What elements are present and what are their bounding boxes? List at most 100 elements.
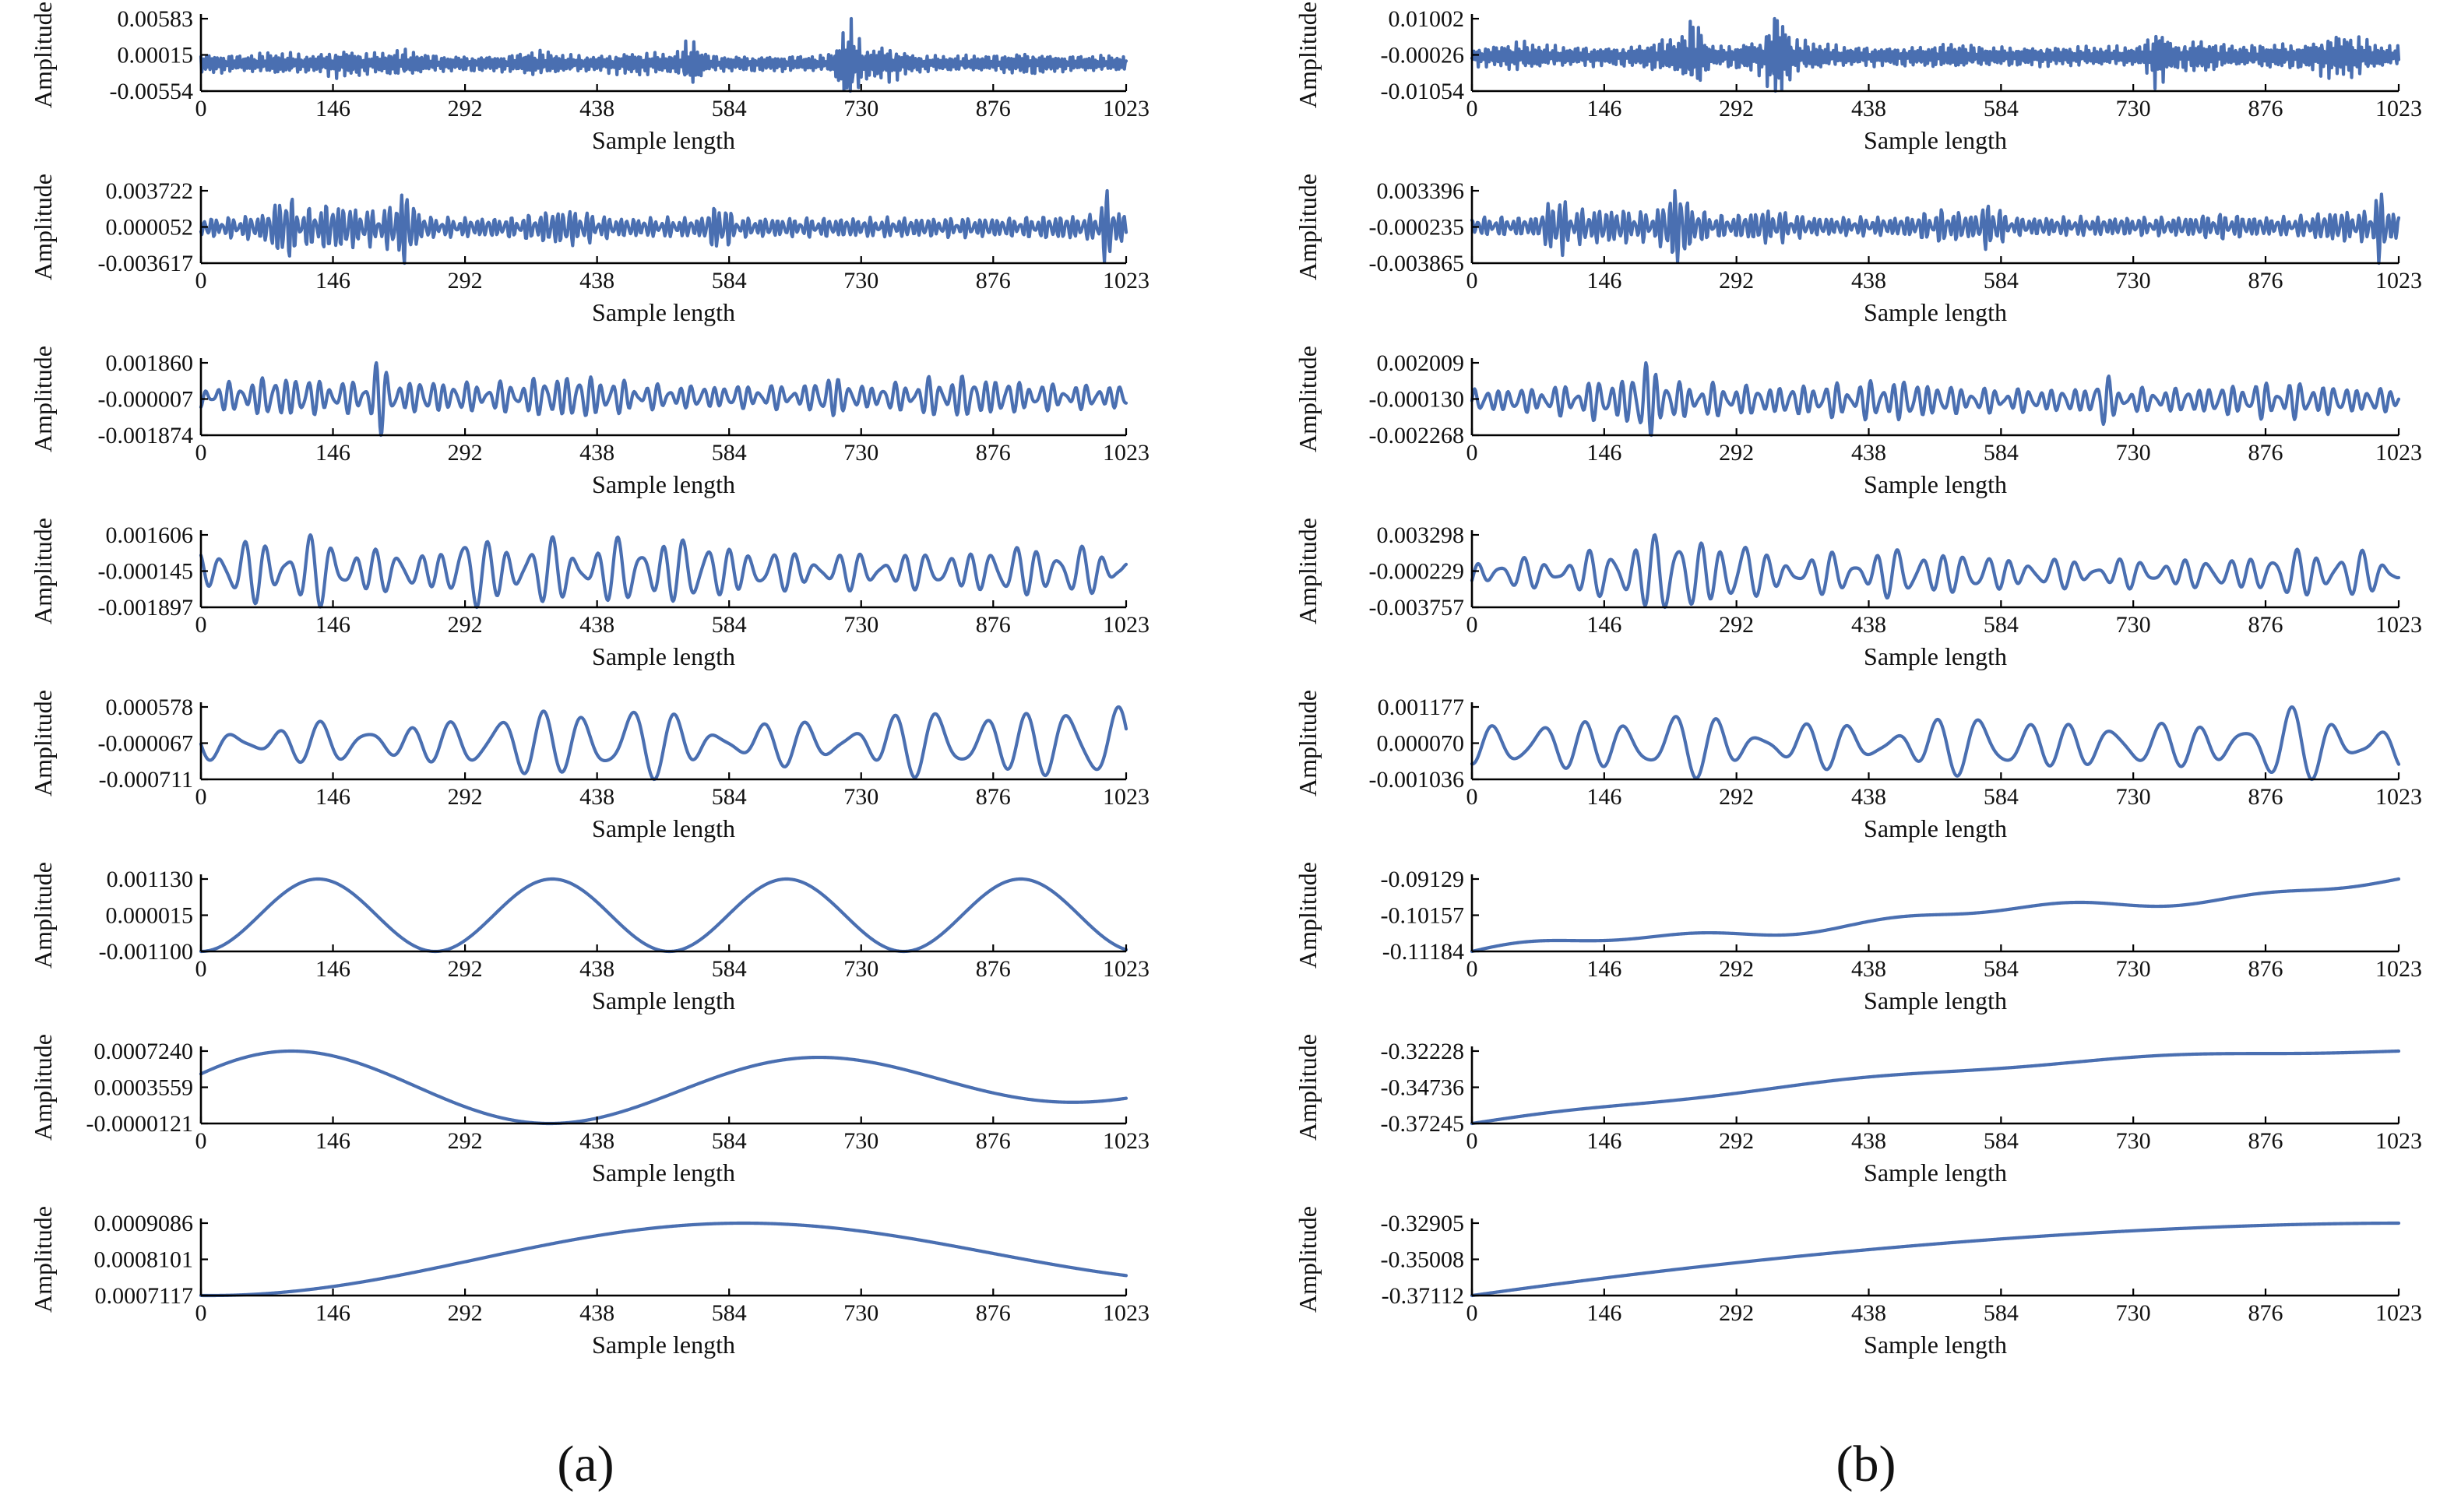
y-tick-label: 0.003722	[106, 178, 194, 204]
x-tick-label: 730	[2116, 268, 2151, 294]
y-tick-label: -0.000067	[98, 731, 194, 757]
x-tick-label: 146	[1586, 612, 1621, 638]
x-tick-label: 876	[976, 1128, 1011, 1154]
y-axis-title: Amplitude	[1294, 1206, 1322, 1313]
y-tick-label: -0.003757	[1369, 595, 1465, 621]
y-axis-title: Amplitude	[1294, 690, 1322, 796]
x-tick-label: 292	[1719, 96, 1754, 121]
y-tick-label: -0.34736	[1381, 1075, 1465, 1101]
x-tick-label: 438	[1851, 1300, 1886, 1326]
x-tick-label: 0	[1466, 956, 1478, 982]
signal-line-b6	[1470, 877, 2401, 954]
x-tick-label: 876	[976, 440, 1011, 466]
x-tick-label: 0	[195, 440, 207, 466]
signal-line-b1	[1470, 16, 2401, 93]
x-tick-label: 146	[315, 784, 350, 810]
y-axis-title: Amplitude	[1294, 862, 1322, 969]
y-tick-label: -0.003617	[98, 251, 194, 276]
x-tick-label: 876	[976, 1300, 1011, 1326]
x-tick-label: 438	[579, 96, 614, 121]
x-tick-label: 1023	[2375, 1300, 2422, 1326]
y-tick-label: 0.0008101	[94, 1247, 194, 1273]
y-tick-label: 0.000015	[106, 903, 194, 929]
signal-line-b2	[1470, 188, 2401, 265]
x-tick-label: 146	[315, 1128, 350, 1154]
signal-line-a6	[199, 877, 1128, 954]
y-tick-label: -0.32905	[1381, 1211, 1465, 1236]
y-tick-label: -0.000235	[1369, 215, 1465, 241]
x-tick-label: 730	[2116, 784, 2151, 810]
x-tick-label: 292	[1719, 612, 1754, 638]
y-tick-label: -0.000711	[99, 767, 193, 793]
x-tick-label: 438	[579, 440, 614, 466]
x-tick-label: 584	[712, 956, 747, 982]
x-tick-label: 876	[2248, 268, 2283, 294]
x-axis-title: Sample length	[592, 814, 735, 842]
y-tick-label: -0.01054	[1381, 79, 1465, 104]
y-tick-label: 0.0003559	[94, 1075, 194, 1101]
x-tick-label: 292	[448, 268, 483, 294]
y-axis-title: Amplitude	[29, 690, 57, 796]
x-axis-title: Sample length	[592, 298, 735, 326]
x-tick-label: 292	[1719, 956, 1754, 982]
y-tick-label: -0.001036	[1369, 767, 1465, 793]
x-tick-label: 730	[2116, 956, 2151, 982]
x-tick-label: 0	[195, 1128, 207, 1154]
y-tick-label: 0.003396	[1377, 178, 1465, 204]
y-tick-label: 0.001177	[1378, 694, 1464, 720]
y-axis-title: Amplitude	[29, 1034, 57, 1141]
signal-line-a4	[199, 533, 1128, 610]
y-axis-title: Amplitude	[1294, 518, 1322, 624]
x-tick-label: 1023	[2375, 96, 2422, 121]
x-tick-label: 438	[579, 268, 614, 294]
x-tick-label: 730	[2116, 96, 2151, 121]
signal-line-a7	[199, 1049, 1128, 1126]
x-tick-label: 584	[1984, 96, 2019, 121]
x-tick-label: 292	[448, 1300, 483, 1326]
y-tick-label: 0.0009086	[94, 1211, 194, 1236]
signal-line-a8	[199, 1221, 1128, 1298]
x-tick-label: 584	[712, 1128, 747, 1154]
x-tick-label: 292	[448, 784, 483, 810]
y-tick-label: 0.000052	[106, 215, 194, 241]
x-tick-label: 584	[1984, 612, 2019, 638]
x-axis-title: Sample length	[592, 1159, 735, 1187]
x-tick-label: 730	[843, 96, 878, 121]
x-tick-label: 0	[195, 612, 207, 638]
x-tick-label: 292	[448, 96, 483, 121]
y-tick-label: -0.00554	[110, 79, 194, 104]
x-tick-label: 146	[315, 956, 350, 982]
y-tick-label: -0.001100	[99, 939, 193, 965]
y-axis-title: Amplitude	[1294, 346, 1322, 452]
x-tick-label: 1023	[1103, 1300, 1150, 1326]
y-tick-label: -0.002268	[1369, 423, 1465, 448]
y-tick-label: 0.000578	[106, 694, 194, 720]
x-axis-title: Sample length	[592, 642, 735, 670]
x-tick-label: 1023	[2375, 268, 2422, 294]
x-tick-label: 876	[2248, 1300, 2283, 1326]
x-tick-label: 584	[712, 440, 747, 466]
x-tick-label: 0	[1466, 268, 1478, 294]
y-tick-label: 0.0007240	[94, 1039, 194, 1064]
x-tick-label: 0	[195, 956, 207, 982]
y-axis-title: Amplitude	[29, 862, 57, 969]
x-tick-label: 438	[579, 1300, 614, 1326]
y-tick-label: 0.000070	[1377, 731, 1465, 757]
y-tick-label: 0.001130	[107, 867, 193, 892]
x-axis-title: Sample length	[592, 470, 735, 498]
x-tick-label: 438	[1851, 1128, 1886, 1154]
x-axis-title: Sample length	[1864, 298, 2007, 326]
x-tick-label: 0	[1466, 1300, 1478, 1326]
x-tick-label: 584	[1984, 440, 2019, 466]
x-tick-label: 876	[976, 96, 1011, 121]
y-tick-label: -0.000145	[98, 559, 194, 585]
